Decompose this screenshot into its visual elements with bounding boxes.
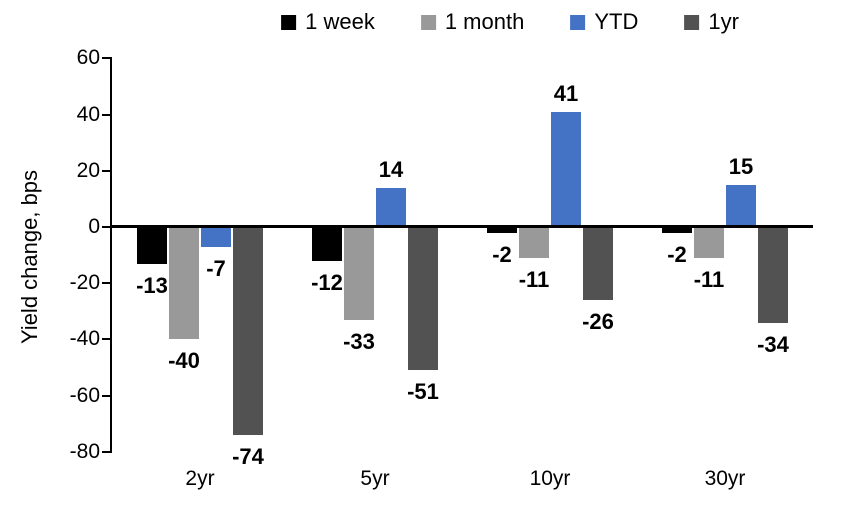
y-axis-tick-label: -20 (69, 271, 100, 295)
data-label: -13 (136, 272, 168, 298)
y-axis-tick (102, 338, 110, 341)
y-axis-tick-label: 0 (88, 215, 100, 238)
x-category-label: 2yr (185, 467, 215, 490)
legend-label: 1 month (444, 9, 525, 34)
bar-1-week-5yr (312, 227, 342, 261)
y-axis-tick-label: 60 (76, 46, 100, 70)
bar-ytd-2yr (201, 227, 231, 247)
data-label: 41 (553, 80, 579, 106)
bar-1-week-2yr (137, 227, 167, 264)
data-label: -40 (168, 348, 200, 374)
legend-swatch-icon (684, 14, 700, 30)
x-category-label: 10yr (529, 467, 571, 490)
legend-swatch-icon (420, 14, 436, 30)
bar-1yr-30yr (758, 227, 788, 323)
bar-1-week-10yr (487, 227, 517, 233)
bar-1-month-5yr (344, 227, 374, 320)
y-axis-tick-label: -80 (69, 439, 100, 463)
data-label: -34 (757, 331, 789, 357)
legend-item-1-month: 1 month (420, 8, 525, 36)
bar-1-month-10yr (519, 227, 549, 258)
y-axis-tick (102, 226, 110, 228)
chart-legend: 1 week 1 month YTD 1yr (281, 8, 739, 36)
x-axis-zero-line (110, 225, 813, 228)
bar-ytd-30yr (726, 184, 756, 227)
data-label: -2 (492, 241, 512, 267)
y-axis-tick (102, 394, 110, 397)
data-label: -2 (667, 241, 687, 267)
y-axis-title: Yield change, bps (17, 169, 42, 345)
bar-ytd-5yr (376, 187, 406, 227)
legend-item-1-week: 1 week (281, 8, 375, 36)
bar-1-week-30yr (662, 227, 692, 233)
data-label: 15 (728, 153, 754, 179)
legend-item-1yr: 1yr (684, 8, 739, 36)
legend-label: YTD (594, 9, 639, 34)
data-label: -7 (206, 255, 226, 281)
data-label: -12 (311, 269, 343, 295)
y-axis-tick-label: 20 (76, 158, 100, 182)
legend-label: 1yr (708, 9, 739, 34)
data-label: -51 (407, 379, 439, 405)
bar-1-month-2yr (169, 227, 199, 340)
y-axis-tick (102, 113, 110, 116)
bar-1yr-2yr (233, 227, 263, 435)
y-axis-tick-label: -60 (69, 383, 100, 407)
legend-item-ytd: YTD (570, 8, 638, 36)
data-label: -74 (232, 443, 264, 469)
y-axis-tick-label: 40 (76, 102, 100, 126)
y-axis-tick (102, 169, 110, 172)
bar-ytd-10yr (551, 111, 581, 227)
bar-1yr-10yr (583, 227, 613, 301)
data-label: -33 (343, 328, 375, 354)
bar-1-month-30yr (694, 227, 724, 258)
y-axis-line (110, 57, 112, 453)
data-label: -11 (693, 266, 725, 292)
y-axis-tick (102, 450, 110, 453)
bar-1yr-5yr (408, 227, 438, 371)
data-label: 14 (378, 156, 404, 182)
x-category-label: 5yr (360, 467, 390, 490)
x-category-label: 30yr (704, 467, 746, 490)
y-axis-tick (102, 282, 110, 285)
legend-swatch-icon (570, 14, 586, 30)
y-axis-tick (102, 57, 110, 60)
y-axis-tick-label: -40 (69, 327, 100, 351)
legend-swatch-icon (281, 14, 297, 30)
data-label: -11 (518, 266, 550, 292)
data-label: -26 (582, 309, 614, 335)
legend-label: 1 week (305, 9, 375, 34)
